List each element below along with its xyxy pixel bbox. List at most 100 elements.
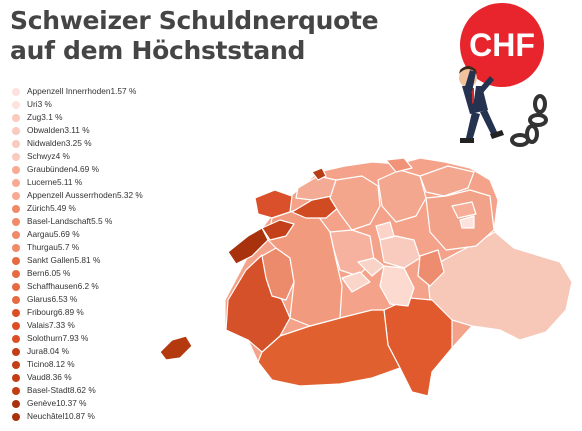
legend-value: 5.81 % (74, 255, 101, 265)
legend-label: Basel-Stadt (27, 385, 70, 395)
legend-value: 8.12 % (48, 359, 75, 369)
man-figure (459, 66, 504, 143)
legend-label: Lucerne (27, 177, 57, 187)
legend-label: Aargau (27, 229, 54, 239)
legend-swatch (12, 126, 20, 135)
legend-swatch (12, 243, 20, 252)
canton-ticino (383, 297, 453, 397)
legend-label: Uri (27, 99, 38, 109)
legend-item-schaffhausen: Schaffhausen 6.2 % (12, 280, 182, 293)
legend-value: 3.25 % (65, 138, 92, 148)
legend-value: 4 % (55, 151, 70, 161)
legend-item-appenzell-ausserrhoden: Appenzell Ausserrhoden 5.32 % (12, 189, 182, 202)
legend-value: 6.89 % (57, 307, 84, 317)
legend-item-thurgau: Thurgau 5.7 % (12, 241, 182, 254)
legend-item-zuerich: Zürich 5.49 % (12, 202, 182, 215)
legend-swatch (12, 282, 20, 291)
legend-label: Neuchâtel (27, 411, 65, 421)
legend-label: Glarus (27, 294, 52, 304)
legend-value: 8.04 % (43, 346, 69, 356)
canton-uri (379, 265, 415, 307)
legend-item-basel-landschaft: Basel-Landschaft 5.5 % (12, 215, 182, 228)
legend-label: Appenzell Ausserrhoden (27, 190, 117, 200)
legend-swatch (12, 178, 20, 187)
legend-label: Schwyz (27, 151, 56, 161)
legend-value: 5.7 % (57, 242, 80, 252)
canton-vaud (225, 254, 291, 353)
legend-label: Vaud (27, 372, 46, 382)
legend-swatch (12, 399, 20, 408)
legend-item-lucerne: Lucerne 5.11 % (12, 176, 182, 189)
legend-swatch (12, 165, 20, 174)
legend-value: 7.93 % (62, 333, 89, 343)
switzerland-map (159, 157, 573, 397)
legend-label: Jura (27, 346, 44, 356)
legend-value: 6.2 % (77, 281, 99, 291)
legend-item-sankt-gallen: Sankt Gallen 5.81 % (12, 254, 182, 267)
legend: Appenzell Innerrhoden 1.57 % Uri 3 % Zug 3.… (12, 85, 182, 423)
canton-geneve (159, 335, 193, 361)
legend-item-fribourg: Fribourg 6.89 % (12, 306, 182, 319)
legend-swatch (12, 412, 20, 421)
legend-item-bern: Bern 6.05 % (12, 267, 182, 280)
legend-item-appenzell-innerrhoden: Appenzell Innerrhoden 1.57 % (12, 85, 182, 98)
legend-label: Thurgau (27, 242, 58, 252)
legend-item-glarus: Glarus 6.53 % (12, 293, 182, 306)
legend-value: 7.33 % (48, 320, 75, 330)
canton-obwalden (341, 271, 371, 293)
legend-swatch (12, 217, 20, 226)
legend-value: 3 % (37, 99, 52, 109)
legend-swatch (12, 347, 20, 356)
legend-item-neuchatel: Neuchâtel 10.87 % (12, 410, 182, 423)
legend-value: 3.11 % (64, 125, 90, 135)
legend-item-uri: Uri 3 % (12, 98, 182, 111)
legend-swatch (12, 230, 20, 239)
legend-label: Zürich (27, 203, 51, 213)
legend-swatch (12, 334, 20, 343)
legend-item-valais: Valais 7.33 % (12, 319, 182, 332)
legend-swatch (12, 308, 20, 317)
legend-swatch (12, 360, 20, 369)
legend-label: Solothurn (27, 333, 63, 343)
legend-value: 8.36 % (45, 372, 72, 382)
legend-value: 3.1 % (41, 112, 63, 122)
canton-basel-stadt (311, 167, 327, 181)
legend-swatch (12, 139, 20, 148)
legend-item-aargau: Aargau 5.69 % (12, 228, 182, 241)
canton-thurgau (419, 165, 475, 197)
legend-value: 5.5 % (91, 216, 113, 226)
legend-swatch (12, 386, 20, 395)
page-title: Schweizer Schuldnerquote auf dem Höchsts… (10, 6, 379, 66)
debt-illustration: CHF (459, 3, 548, 147)
canton-bern (267, 209, 343, 327)
legend-item-vaud: Vaud 8.36 % (12, 371, 182, 384)
legend-item-zug: Zug 3.1 % (12, 111, 182, 124)
legend-item-geneve: Genève 10.37 % (12, 397, 182, 410)
debt-ball (460, 3, 544, 87)
legend-value: 10.37 % (56, 398, 87, 408)
legend-value: 4.69 % (73, 164, 99, 174)
legend-swatch (12, 113, 20, 122)
legend-swatch (12, 321, 20, 330)
canton-aargau (329, 175, 381, 231)
legend-value: 5.32 % (116, 190, 143, 200)
legend-swatch (12, 152, 20, 161)
legend-swatch (12, 100, 20, 109)
legend-label: Appenzell Innerrhoden (27, 86, 111, 96)
legend-item-schwyz: Schwyz 4 % (12, 150, 182, 163)
legend-swatch (12, 256, 20, 265)
legend-item-basel-stadt: Basel-Stadt 8.62 % (12, 384, 182, 397)
canton-schaffhausen (385, 157, 413, 173)
canton-appenzell-ausserrhoden (451, 201, 477, 219)
title-line-2: auf dem Höchststand (10, 36, 306, 65)
legend-label: Schaffhausen (27, 281, 78, 291)
legend-label: Genève (27, 398, 57, 408)
canton-bienne-area (261, 219, 295, 241)
legend-item-jura: Jura 8.04 % (12, 345, 182, 358)
legend-value: 8.62 % (69, 385, 96, 395)
legend-value: 5.11 % (56, 177, 83, 187)
legend-swatch (12, 191, 20, 200)
legend-item-ticino: Ticino 8.12 % (12, 358, 182, 371)
legend-value: 1.57 % (110, 86, 137, 96)
legend-swatch (12, 87, 20, 96)
